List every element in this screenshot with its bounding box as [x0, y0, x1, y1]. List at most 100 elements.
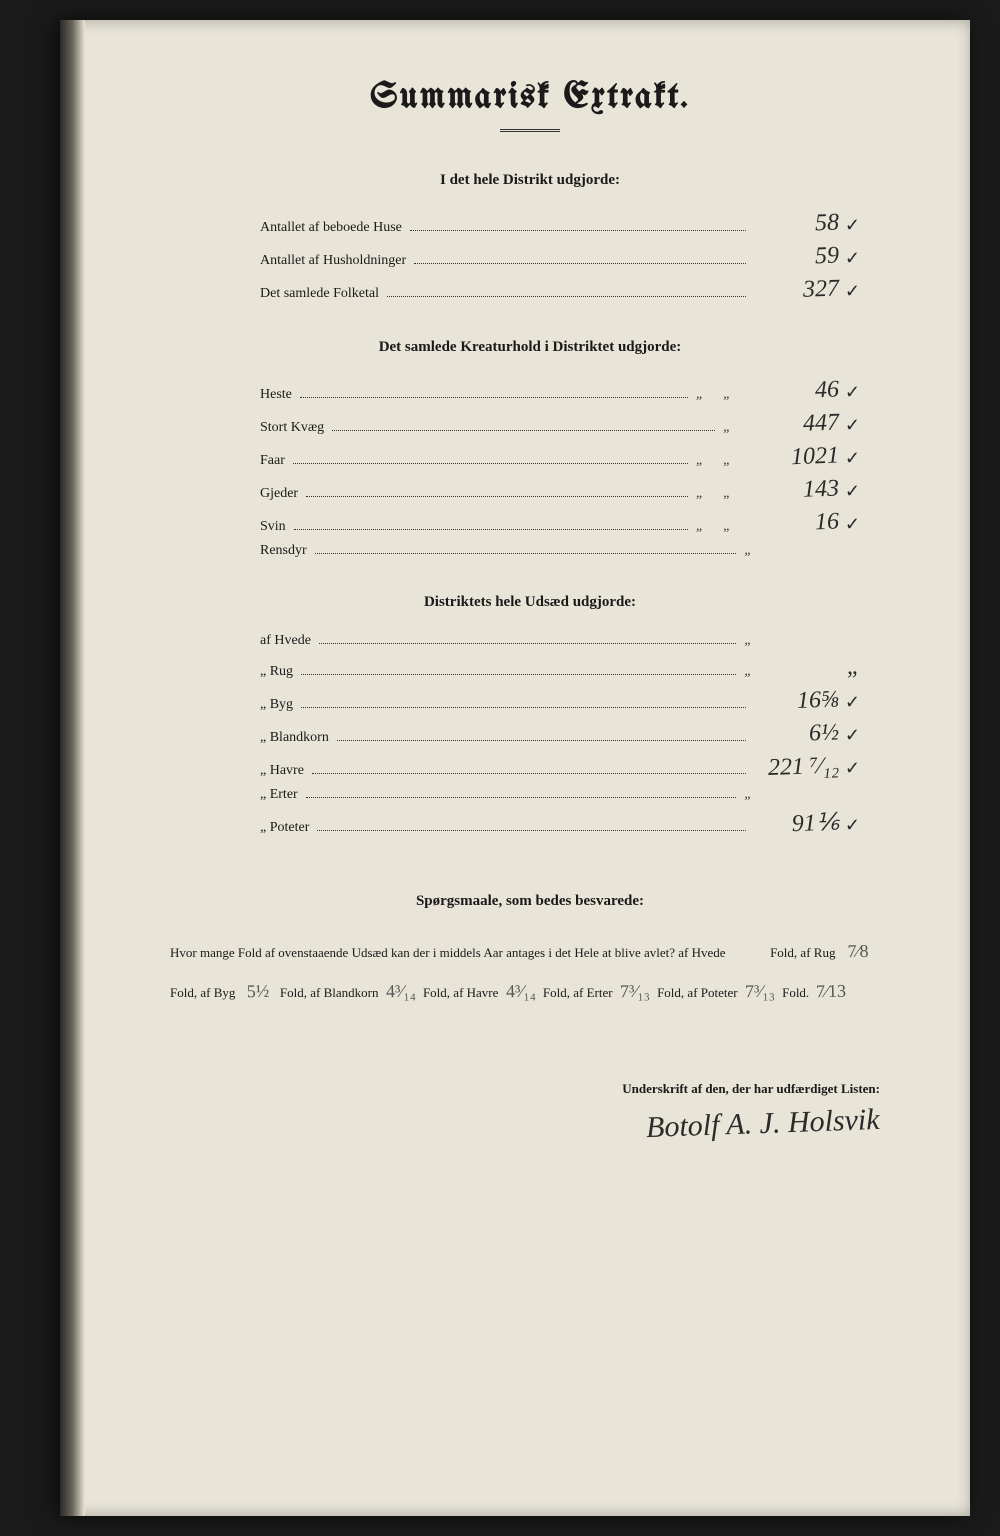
- leader-dots: [301, 707, 746, 708]
- poteter-label: af Poteter: [687, 985, 737, 1000]
- row-label: Antallet af beboede Huse: [260, 220, 402, 236]
- table-row: Stort Kvæg „ 447 ✓: [140, 411, 920, 438]
- row-label: „ Erter: [260, 787, 298, 803]
- table-row: „ Blandkorn 6½ ✓: [140, 721, 920, 748]
- table-row: „ Byg 16⅝ ✓: [140, 688, 920, 715]
- hand-value: [775, 797, 860, 800]
- leader-dots: [317, 830, 746, 831]
- hand-value: 16⅝: [753, 687, 839, 717]
- title-rule: [500, 129, 560, 132]
- blandkorn-value: 4³⁄₁₄: [381, 971, 420, 1011]
- ditto-marks: „: [744, 787, 760, 803]
- leader-dots: [337, 740, 746, 741]
- page-title: Summarisk Extrakt.: [140, 80, 920, 117]
- row-label: „ Byg: [260, 697, 293, 713]
- row-label: Faar: [260, 453, 285, 469]
- table-row: „ Poteter 91⅙ ✓: [140, 809, 920, 838]
- table-row: Gjeder „ „ 143 ✓: [140, 477, 920, 504]
- check-mark: ✓: [845, 692, 860, 713]
- questions-header: Spørgsmaale, som bedes besvarede:: [140, 893, 920, 910]
- leader-dots: [294, 529, 688, 530]
- hand-value: 59: [753, 243, 839, 273]
- leader-dots: [332, 430, 715, 431]
- hand-value: 447: [753, 410, 839, 440]
- table-row: „ Havre 221 ⁷⁄₁₂ ✓: [140, 754, 920, 781]
- fold-label: Fold,: [770, 945, 797, 960]
- section1-header: I det hele Distrikt udgjorde:: [140, 172, 920, 189]
- ditto-marks: „ „: [696, 486, 739, 502]
- fold-label: Fold.: [782, 985, 809, 1000]
- hand-value: 46: [753, 377, 839, 407]
- ditto-marks: „ „: [696, 453, 739, 469]
- table-row: Faar „ „ 1021 ✓: [140, 444, 920, 471]
- havre-value: 4³⁄₁₄: [501, 971, 540, 1011]
- table-row: Rensdyr „: [140, 543, 920, 559]
- row-label: Svin: [260, 519, 286, 535]
- row-label: Gjeder: [260, 486, 298, 502]
- ditto-marks: „ „: [696, 387, 739, 403]
- check-mark: ✓: [845, 382, 860, 403]
- hand-value: 327: [753, 276, 839, 306]
- question-text: Hvor mange Fold af ovenstaaende Udsæd ka…: [140, 932, 920, 1011]
- binding-edge: [60, 20, 85, 1516]
- ditto-marks: „: [744, 543, 760, 559]
- byg-value: 5½: [238, 971, 277, 1011]
- leader-dots: [301, 674, 736, 675]
- leader-dots: [306, 496, 688, 497]
- leader-dots: [414, 263, 746, 264]
- leader-dots: [319, 643, 736, 644]
- hand-value: 1021: [753, 443, 839, 473]
- leader-dots: [293, 463, 688, 464]
- leader-dots: [312, 773, 746, 774]
- leader-dots: [300, 397, 688, 398]
- signature-name: Botolf A. J. Holsvik: [646, 1103, 881, 1145]
- rug-value: 7⁄8: [838, 932, 877, 972]
- signature-label: Underskrift af den, der har udfærdiget L…: [140, 1081, 880, 1097]
- table-row: Svin „ „ 16 ✓: [140, 510, 920, 537]
- poteter-value: 7³⁄₁₃: [741, 971, 780, 1011]
- leader-dots: [410, 230, 746, 231]
- row-label: af Hvede: [260, 633, 311, 649]
- check-mark: ✓: [845, 758, 860, 779]
- row-label: „ Rug: [260, 664, 293, 680]
- ditto-marks: „: [723, 420, 739, 436]
- ditto-marks: „: [744, 664, 760, 680]
- document-page: Summarisk Extrakt. I det hele Distrikt u…: [60, 20, 970, 1516]
- row-label: Rensdyr: [260, 543, 307, 559]
- hand-value: 6½: [753, 720, 839, 750]
- table-row: Antallet af beboede Huse 58 ✓: [140, 211, 920, 238]
- hand-value: 221 ⁷⁄₁₂: [753, 753, 839, 783]
- table-row: af Hvede „: [140, 633, 920, 649]
- hand-value: 143: [753, 476, 839, 506]
- ditto-marks: „ „: [696, 519, 739, 535]
- fold-label: Fold,: [657, 985, 684, 1000]
- fold-label: Fold, af Havre: [423, 985, 498, 1000]
- check-mark: ✓: [845, 725, 860, 746]
- hand-value: [775, 643, 860, 646]
- row-label: Stort Kvæg: [260, 420, 324, 436]
- hand-value: 58: [753, 210, 839, 240]
- questions-block: Spørgsmaale, som bedes besvarede: Hvor m…: [140, 893, 920, 1011]
- section2-header: Det samlede Kreaturhold i Distriktet udg…: [140, 339, 920, 356]
- signature-block: Underskrift af den, der har udfærdiget L…: [140, 1081, 920, 1141]
- hand-value: „: [775, 654, 861, 684]
- table-row: Heste „ „ 46 ✓: [140, 378, 920, 405]
- row-label: „ Havre: [260, 763, 304, 779]
- section3-header: Distriktets hele Udsæd udgjorde:: [140, 594, 920, 611]
- row-label: Det samlede Folketal: [260, 286, 379, 302]
- row-label: „ Blandkorn: [260, 730, 329, 746]
- erter-value: 7³⁄₁₃: [615, 971, 654, 1011]
- fold-label: Fold, af Blandkorn: [280, 985, 379, 1000]
- ditto-marks: „: [744, 633, 760, 649]
- fold-label: Fold, af Erter: [543, 985, 613, 1000]
- hand-value: 16: [753, 509, 839, 539]
- row-label: Heste: [260, 387, 292, 403]
- table-row: Det samlede Folketal 327 ✓: [140, 277, 920, 304]
- q-lead: Hvor mange Fold af ovenstaaende Udsæd ka…: [170, 945, 726, 960]
- check-mark: ✓: [845, 415, 860, 436]
- row-label: Antallet af Husholdninger: [260, 253, 406, 269]
- fold-label: Fold, af Byg: [170, 985, 235, 1000]
- check-mark: ✓: [845, 448, 860, 469]
- leader-dots: [306, 797, 737, 798]
- check-mark: ✓: [845, 215, 860, 236]
